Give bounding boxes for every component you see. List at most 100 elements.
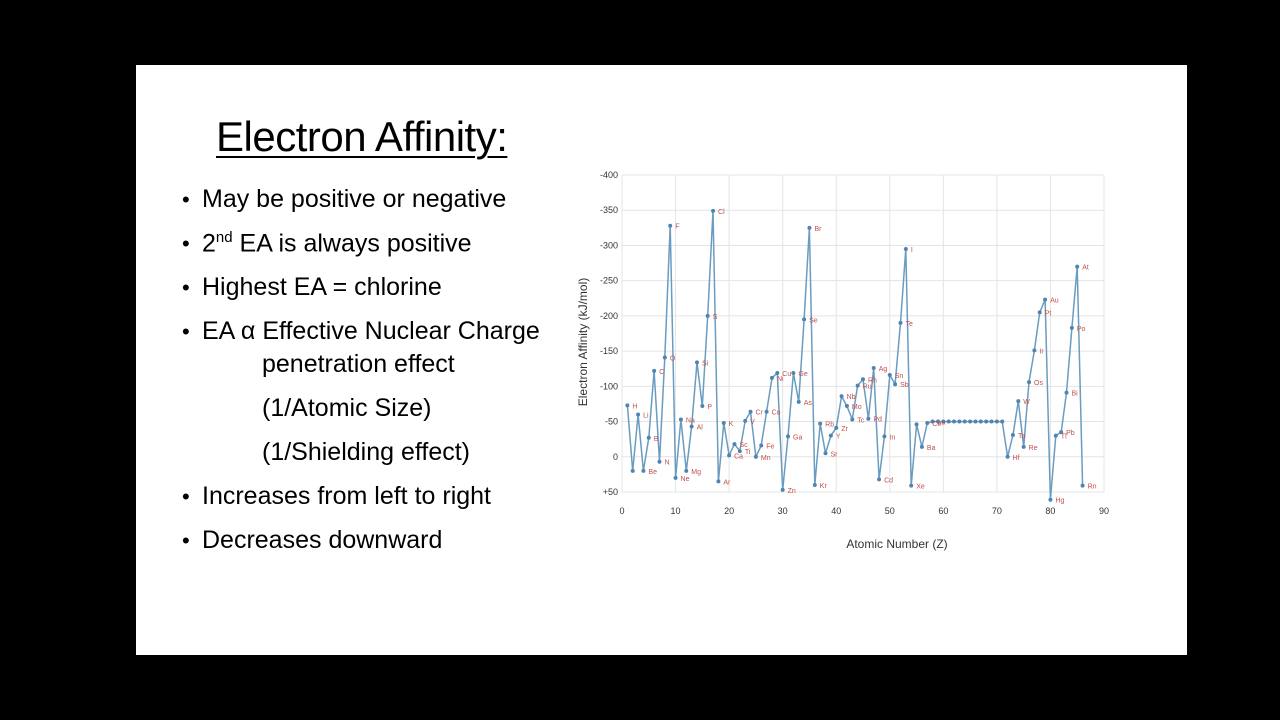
element-label: Mo [852,404,862,411]
x-tick-label: 70 [992,506,1002,516]
element-label: K [729,421,734,428]
data-point [1059,430,1064,435]
data-point [844,404,849,409]
element-label: Os [1034,380,1043,387]
element-label: Sn [895,373,904,380]
element-label: Br [814,226,822,233]
data-point [946,419,951,424]
data-point [807,225,812,230]
sub-item: penetration effect [262,350,455,378]
element-label: Sb [900,382,909,389]
x-tick-label: 10 [671,506,681,516]
data-point [978,419,983,424]
element-label: Ba [927,445,936,452]
element-label: P [707,404,712,411]
bullet-dot: • [182,231,190,257]
data-point [871,366,876,371]
data-point [646,435,651,440]
data-point [1064,390,1069,395]
element-label: C [659,369,664,376]
element-label: Hg [1055,498,1064,505]
data-point [1032,348,1037,353]
data-point [1010,432,1015,437]
data-point [636,412,641,417]
data-point [968,419,973,424]
element-label: Au [1050,298,1059,305]
x-tick-label: 50 [885,506,895,516]
y-tick-label: +50 [603,487,618,497]
data-point [823,451,828,456]
data-point [641,468,646,473]
data-point [753,454,758,459]
bullet-text: Increases from left to right [202,482,492,510]
y-tick-label: -100 [600,381,618,391]
element-label: Fe [766,444,774,451]
element-label: Ag [879,366,888,373]
data-point [882,434,887,439]
data-point [748,409,753,414]
data-point [786,434,791,439]
data-point [764,409,769,414]
data-point [850,417,855,422]
y-tick-label: -150 [600,346,618,356]
data-point [769,375,774,380]
element-label: Rn [1088,484,1097,491]
data-point [673,475,678,480]
electron-affinity-chart: -400-350-300-250-200-150-100-500+500 10 20… [576,170,1109,551]
element-label: Ne [681,476,690,483]
data-point [694,360,699,365]
y-tick-label: -50 [605,417,618,427]
data-point [668,223,673,228]
x-tick-label: 90 [1099,506,1109,516]
data-point [775,370,780,375]
data-point [866,416,871,421]
element-label: Y [836,434,841,441]
data-point [903,246,908,251]
data-point [1005,454,1010,459]
element-label: N [664,460,669,467]
element-label: Pb [1066,430,1075,437]
chart-grid [621,174,1105,493]
x-tick-label: 30 [778,506,788,516]
data-point [877,477,882,482]
element-label: Sc [739,442,748,449]
data-point [812,482,817,487]
data-point [737,449,742,454]
element-label: Ge [798,371,807,378]
data-point [914,422,919,427]
element-label: O [670,355,676,362]
bullet-item: • May be positive or negative [182,185,506,214]
element-label: Na [686,417,695,424]
data-point [818,421,823,426]
element-label: Zr [841,426,848,433]
data-point [919,444,924,449]
element-label: Zn [788,488,796,495]
data-point [973,419,978,424]
element-label: As [804,400,813,407]
element-label: Nb [847,394,856,401]
bullet-superscript: nd [215,229,233,246]
data-point [861,377,865,382]
element-label: Be [648,469,657,476]
element-label: Bi [1072,391,1079,398]
bullet-dot: • [182,319,190,344]
data-point [834,425,839,430]
y-tick-label: -200 [600,311,618,321]
element-label: Ce [932,421,941,428]
data-point [839,394,844,399]
x-tick-label: 20 [724,506,734,516]
element-label: Sr [831,451,839,458]
data-point [711,208,716,213]
element-label: Tl [1061,434,1067,441]
element-label: H [632,403,637,410]
element-label: Ca [734,453,743,460]
data-point [802,317,807,322]
element-label: La [938,420,946,427]
element-label: Ti [745,449,751,456]
element-label: In [889,434,895,441]
element-label: Cd [884,477,893,484]
bullet-item: • Increases from left to right [182,482,491,511]
bullet-item: • EA α Effective Nuclear Charge [182,317,540,346]
element-label: Rh [868,377,877,384]
element-label: Ar [723,479,731,486]
